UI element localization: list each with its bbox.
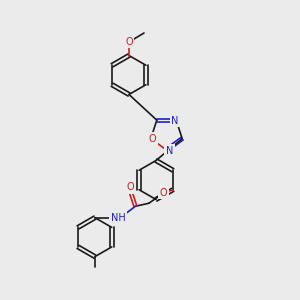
Text: O: O <box>148 134 156 144</box>
Text: N: N <box>171 116 178 126</box>
Text: N: N <box>166 146 173 156</box>
Text: O: O <box>125 37 133 47</box>
Text: NH: NH <box>111 213 126 223</box>
Text: O: O <box>127 182 134 192</box>
Text: O: O <box>160 188 167 198</box>
